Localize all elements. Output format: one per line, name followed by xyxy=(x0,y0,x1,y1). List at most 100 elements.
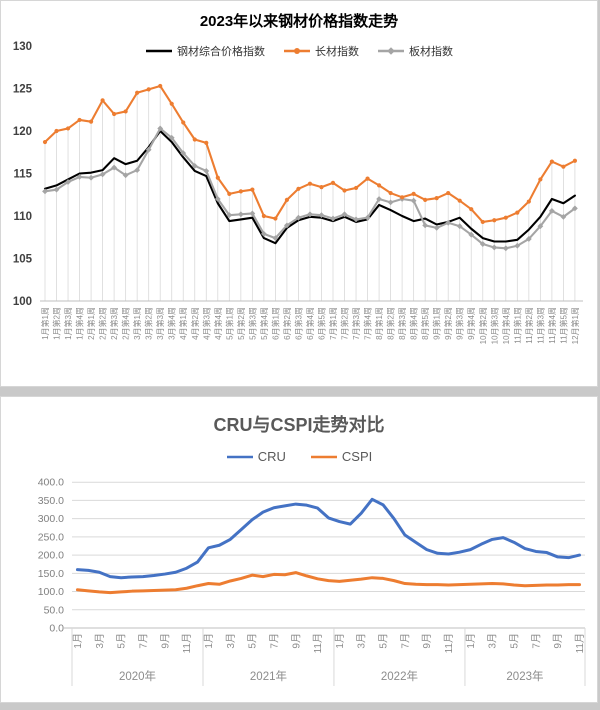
data-point-marker xyxy=(249,210,256,217)
legend-item-板材指数[interactable]: 板材指数 xyxy=(377,43,453,59)
x-tick-label: 10月第4周 xyxy=(501,307,511,344)
y-tick-label: 115 xyxy=(13,169,32,181)
data-point-marker xyxy=(65,126,71,131)
x-tick-label: 1月第1周 xyxy=(40,307,50,340)
y-tick-label: 400.0 xyxy=(38,477,64,489)
data-point-marker xyxy=(456,223,463,230)
data-point-marker xyxy=(387,47,395,55)
data-point-marker xyxy=(422,222,429,229)
x-tick-label: 3月第3周 xyxy=(155,307,165,340)
data-point-marker xyxy=(468,231,475,238)
data-point-marker xyxy=(192,137,197,142)
data-point-marker xyxy=(411,191,416,196)
data-point-marker xyxy=(376,196,382,202)
x-tick-label: 6月第2周 xyxy=(282,307,292,340)
data-point-marker xyxy=(341,211,348,218)
x-tick-label: 6月第4周 xyxy=(305,307,315,340)
data-point-marker xyxy=(364,214,371,221)
month-tick-label: 3月 xyxy=(487,633,499,649)
x-tick-label: 5月第3周 xyxy=(247,307,257,340)
x-tick-label: 9月第2周 xyxy=(443,307,453,340)
data-point-marker xyxy=(365,176,370,181)
data-point-marker xyxy=(112,111,117,117)
data-point-marker xyxy=(42,139,48,145)
data-point-marker xyxy=(469,207,474,212)
month-tick-label: 7月 xyxy=(530,633,542,649)
data-point-marker xyxy=(123,109,128,114)
legend-item-CRU[interactable]: CRU xyxy=(226,449,286,464)
data-point-marker xyxy=(100,98,105,103)
x-tick-label: 6月第3周 xyxy=(293,307,303,340)
x-tick-label: 8月第3周 xyxy=(397,307,407,340)
legend-item-长材指数[interactable]: 长材指数 xyxy=(283,43,359,59)
legend-item-钢材综合价格指数[interactable]: 钢材综合价格指数 xyxy=(145,43,265,59)
year-label: 2020年 xyxy=(119,669,156,683)
legend-label: 板材指数 xyxy=(409,46,453,58)
x-tick-label: 11月第2周 xyxy=(524,307,534,344)
data-point-marker xyxy=(134,167,141,173)
data-point-marker xyxy=(572,205,578,212)
top-chart-legend: 钢材综合价格指数 长材指数 板材指数 xyxy=(1,43,597,59)
data-point-marker xyxy=(433,225,440,231)
x-tick-label: 8月第4周 xyxy=(409,307,419,340)
x-tick-label: 3月第4周 xyxy=(167,307,177,340)
data-point-marker xyxy=(77,117,82,123)
data-point-marker xyxy=(295,214,302,221)
x-tick-label: 5月第1周 xyxy=(224,307,234,340)
data-point-marker xyxy=(376,183,382,188)
y-tick-label: 250.0 xyxy=(38,531,64,543)
data-point-marker xyxy=(400,195,405,200)
x-tick-label: 4月第4周 xyxy=(213,307,223,340)
month-tick-label: 11月 xyxy=(443,633,455,653)
legend-item-CSPI[interactable]: CSPI xyxy=(310,449,372,464)
legend-swatch-line-icon xyxy=(226,455,253,458)
series-line-CRU xyxy=(75,497,582,580)
data-point-marker xyxy=(548,208,555,214)
year-label: 2023年 xyxy=(506,669,543,683)
month-tick-label: 9月 xyxy=(552,633,564,649)
x-tick-label: 2月第4周 xyxy=(121,307,131,340)
data-point-marker xyxy=(226,212,233,219)
y-tick-label: 130 xyxy=(13,41,32,53)
data-point-marker xyxy=(284,197,290,202)
month-tick-label: 5月 xyxy=(509,633,521,649)
y-tick-label: 120 xyxy=(13,126,32,138)
x-tick-label: 1月第3周 xyxy=(63,307,73,340)
data-point-marker xyxy=(65,179,71,185)
data-point-marker xyxy=(54,128,59,134)
data-point-marker xyxy=(203,168,210,174)
legend-swatch-line-icon xyxy=(146,49,172,53)
data-point-marker xyxy=(158,83,163,89)
steel-price-index-plot: 100 105 110 115 120 125 130 1月第1周 1月第2周 1月第3周 1月第4… xyxy=(13,41,583,344)
data-point-marker xyxy=(503,215,508,220)
data-point-marker xyxy=(549,159,554,164)
month-tick-label: 11月 xyxy=(574,633,586,653)
y-tick-label: 50.0 xyxy=(44,604,65,616)
legend-swatch-circle-icon xyxy=(284,48,310,54)
data-point-marker xyxy=(169,101,174,106)
y-tick-label: 110 xyxy=(13,211,32,223)
data-point-marker xyxy=(273,216,278,221)
x-tick-label: 7月第2周 xyxy=(340,307,350,340)
x-tick-label: 2月第1周 xyxy=(86,307,96,340)
x-tick-label: 2月第3周 xyxy=(109,307,119,340)
month-tick-label: 1月 xyxy=(465,633,477,649)
bottom-chart-title: CRU与CSPI走势对比 xyxy=(213,415,385,435)
x-tick-label: 11月第4周 xyxy=(547,307,557,344)
year-label: 2022年 xyxy=(381,669,418,683)
month-tick-label: 5月 xyxy=(247,633,259,649)
data-point-marker xyxy=(191,162,198,169)
legend-swatch-diamond-icon xyxy=(378,47,404,55)
legend-swatch-line-icon xyxy=(310,455,337,458)
x-tick-label: 8月第1周 xyxy=(374,307,384,340)
x-tick-label: 12月第1周 xyxy=(570,307,580,344)
data-point-marker xyxy=(146,87,151,92)
month-tick-label: 1月 xyxy=(203,633,215,649)
y-tick-label: 100.0 xyxy=(38,586,64,598)
data-point-marker xyxy=(180,150,187,156)
data-point-marker xyxy=(168,134,175,141)
data-point-marker xyxy=(434,196,439,201)
x-tick-label: 3月第1周 xyxy=(132,307,142,340)
x-tick-label: 9月第3周 xyxy=(455,307,465,340)
